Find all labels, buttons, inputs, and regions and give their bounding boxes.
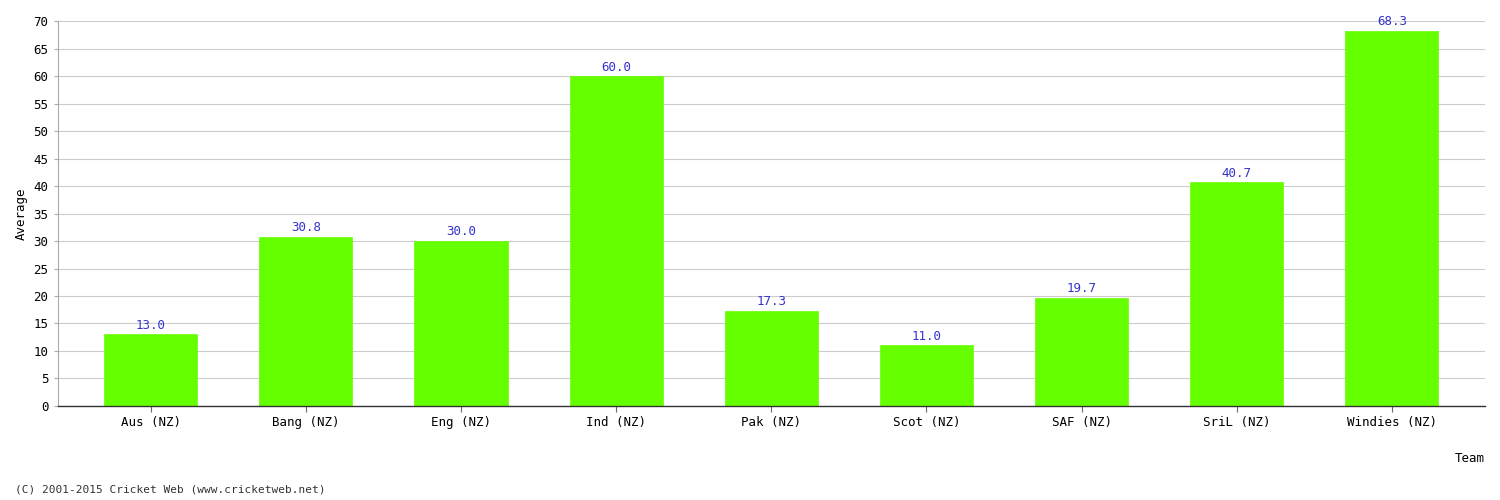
Bar: [260, 236, 352, 406]
Bar: [724, 311, 818, 406]
Bar: [414, 241, 507, 406]
Text: 17.3: 17.3: [756, 295, 786, 308]
Bar: [1190, 182, 1284, 406]
Text: 19.7: 19.7: [1066, 282, 1096, 295]
Text: 68.3: 68.3: [1377, 15, 1407, 28]
Text: 60.0: 60.0: [602, 60, 632, 74]
Bar: [1346, 30, 1438, 406]
Text: 30.8: 30.8: [291, 221, 321, 234]
Text: Team: Team: [1455, 452, 1485, 465]
Bar: [1035, 298, 1128, 406]
Text: 13.0: 13.0: [135, 318, 165, 332]
Bar: [570, 76, 663, 406]
Bar: [104, 334, 196, 406]
Bar: [880, 346, 974, 406]
Y-axis label: Average: Average: [15, 188, 28, 240]
Text: 40.7: 40.7: [1222, 166, 1252, 179]
Text: 30.0: 30.0: [446, 226, 476, 238]
Text: (C) 2001-2015 Cricket Web (www.cricketweb.net): (C) 2001-2015 Cricket Web (www.cricketwe…: [15, 485, 326, 495]
Text: 11.0: 11.0: [912, 330, 942, 342]
